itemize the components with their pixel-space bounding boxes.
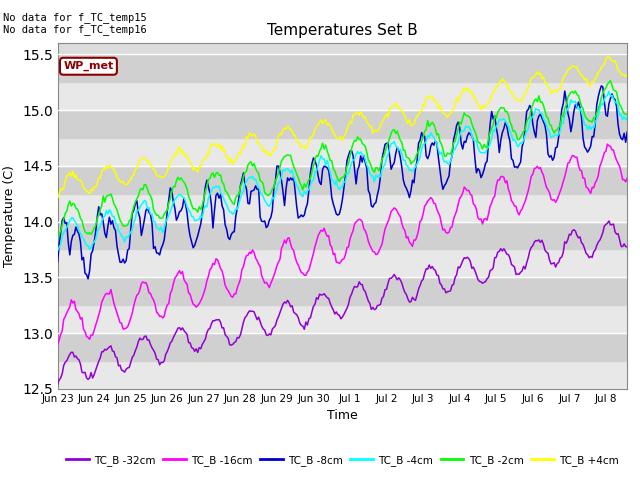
- Text: WP_met: WP_met: [63, 61, 113, 72]
- Bar: [58, 54, 627, 82]
- Bar: [58, 222, 627, 250]
- Bar: [58, 138, 627, 166]
- Bar: [58, 110, 627, 138]
- Legend: TC_B -32cm, TC_B -16cm, TC_B -8cm, TC_B -4cm, TC_B -2cm, TC_B +4cm: TC_B -32cm, TC_B -16cm, TC_B -8cm, TC_B …: [62, 451, 623, 470]
- Bar: [58, 333, 627, 361]
- X-axis label: Time: Time: [327, 409, 358, 422]
- Bar: [58, 166, 627, 194]
- Bar: [58, 82, 627, 110]
- Text: No data for f_TC_temp15: No data for f_TC_temp15: [3, 12, 147, 23]
- Bar: [58, 361, 627, 389]
- Bar: [58, 250, 627, 277]
- Bar: [58, 194, 627, 222]
- Bar: [58, 305, 627, 333]
- Bar: [58, 277, 627, 305]
- Title: Temperatures Set B: Temperatures Set B: [267, 23, 418, 38]
- Y-axis label: Temperature (C): Temperature (C): [3, 165, 17, 267]
- Text: No data for f_TC_temp16: No data for f_TC_temp16: [3, 24, 147, 35]
